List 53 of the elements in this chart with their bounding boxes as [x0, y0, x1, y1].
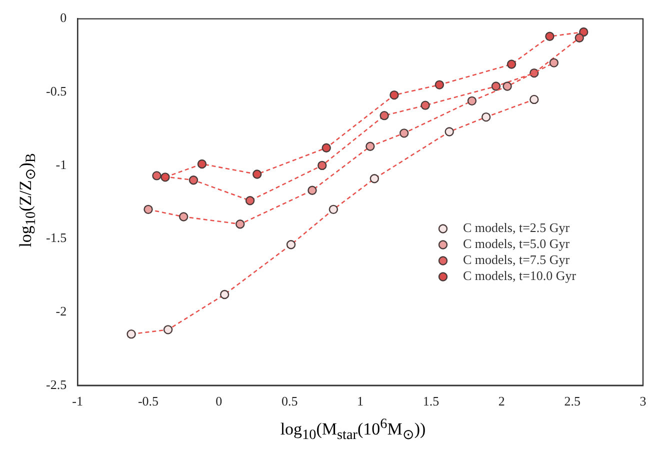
point — [400, 128, 409, 138]
text: log$_{10}$(M$_{star}$(10$^{6}$M$_{⊙}$)) — [280, 416, 426, 444]
x-tick-label: 2.5 — [564, 394, 580, 409]
point — [491, 82, 501, 91]
x-tick-label: -0.5 — [138, 394, 159, 409]
point — [502, 82, 512, 91]
legend-label: C models, t=5.0 Gyr — [463, 236, 570, 252]
point — [152, 171, 162, 180]
legend-label: C models, t=10.0 Gyr — [463, 268, 577, 284]
point — [434, 80, 444, 90]
y-tick-label: 0 — [60, 10, 67, 26]
point — [545, 32, 554, 41]
point — [420, 100, 430, 110]
point — [245, 196, 255, 206]
point — [328, 204, 338, 214]
x-tick-label: 1.5 — [422, 394, 440, 409]
y-tick-label: -0.5 — [46, 84, 67, 99]
point — [481, 112, 491, 122]
point — [574, 33, 584, 42]
x-tick-label: 0.5 — [281, 394, 298, 409]
point — [322, 143, 331, 152]
point — [236, 219, 245, 229]
point — [220, 290, 230, 300]
point — [126, 329, 136, 339]
x-tick-label: -1 — [72, 394, 83, 409]
point — [467, 96, 477, 106]
point — [370, 174, 380, 184]
point — [163, 325, 173, 334]
x-tick-label: 3 — [640, 394, 646, 409]
point — [188, 176, 198, 185]
point — [144, 204, 153, 214]
point — [366, 142, 375, 151]
y-tick-label: -1 — [56, 156, 67, 172]
point — [286, 240, 296, 250]
legend-label: C models, t=7.5 Gyr — [463, 252, 570, 268]
point — [178, 212, 188, 222]
y-tick-label: -2.5 — [46, 376, 67, 392]
point — [549, 58, 559, 68]
point — [197, 159, 207, 169]
x-tick-label: 2 — [498, 394, 505, 409]
y-tick-label: -2 — [56, 304, 67, 318]
point — [318, 160, 327, 170]
point — [506, 60, 516, 69]
x-tick-label: 0 — [216, 394, 222, 409]
y-tick-label: -1.5 — [46, 230, 67, 246]
point — [308, 186, 317, 195]
point — [390, 90, 399, 100]
point — [530, 94, 539, 104]
x-tick-label: 1 — [357, 394, 364, 409]
point — [252, 170, 262, 179]
legend-label: C models, t=2.5 Gyr — [463, 220, 570, 236]
point — [380, 110, 389, 120]
point — [444, 127, 454, 136]
